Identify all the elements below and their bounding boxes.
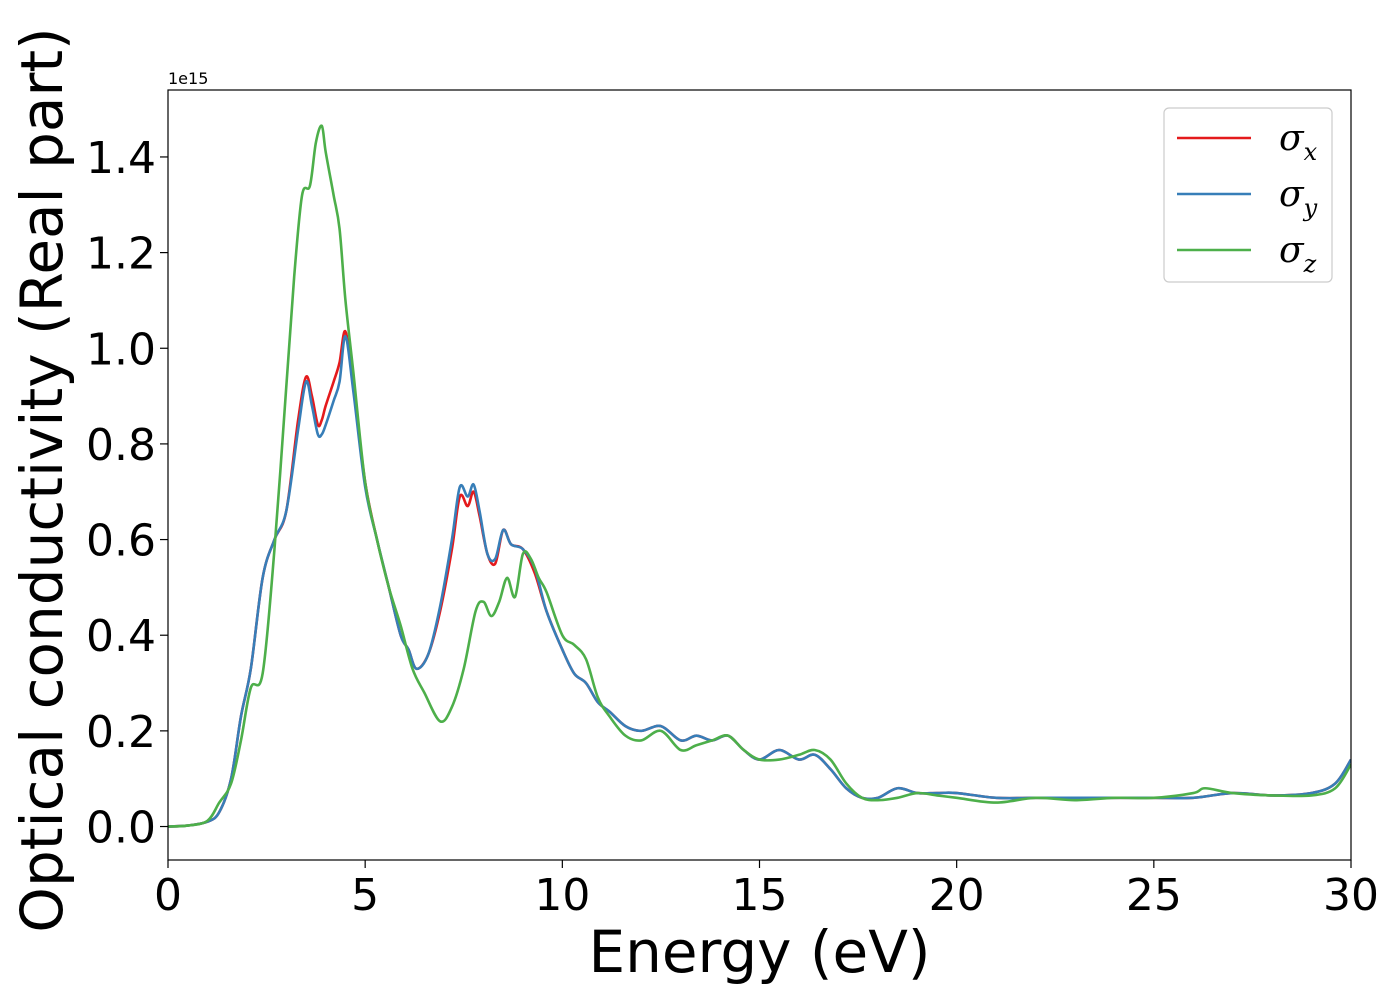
- y-tick-label: 1.0: [86, 324, 156, 375]
- x-tick-label: 30: [1323, 870, 1379, 921]
- legend-label-z: σz: [1279, 230, 1317, 278]
- y-tick-label: 1.2: [86, 229, 156, 280]
- series-line-z: [168, 124, 1351, 828]
- series-layer: [168, 124, 1351, 828]
- y-tick-label: 0.4: [86, 611, 156, 662]
- y-tick-label: 1.4: [86, 133, 156, 184]
- x-tick-label: 15: [732, 870, 788, 921]
- y-axis-title: Optical conductivity (Real part): [8, 27, 76, 932]
- y-axis: 0.0 0.2 0.4 0.6 0.8 1.0 1.2 1.4: [86, 133, 168, 854]
- legend: σx σy σz: [1163, 107, 1333, 283]
- x-tick-label: 20: [929, 870, 985, 921]
- legend-label-y: σy: [1279, 174, 1318, 222]
- x-axis: 0 5 10 15 20 25 30: [154, 860, 1379, 921]
- x-tick-label: 10: [534, 870, 590, 921]
- series-line-x: [168, 330, 1351, 828]
- y-tick-label: 0.8: [86, 420, 156, 471]
- y-tick-label: 0.0: [86, 803, 156, 854]
- y-tick-label: 0.6: [86, 516, 156, 567]
- x-tick-label: 5: [351, 870, 379, 921]
- x-tick-label: 0: [154, 870, 182, 921]
- series-line-y: [168, 334, 1351, 828]
- x-tick-label: 25: [1126, 870, 1182, 921]
- x-axis-title: Energy (eV): [588, 918, 930, 986]
- y-offset-text: 1e15: [168, 69, 208, 88]
- y-tick-label: 0.2: [86, 707, 156, 758]
- legend-label-x: σx: [1279, 118, 1318, 166]
